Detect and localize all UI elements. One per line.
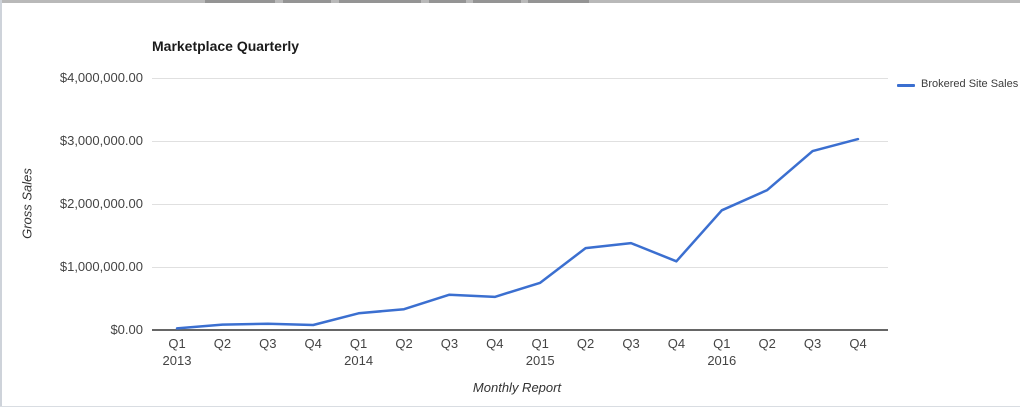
x-tick-label: Q4 bbox=[667, 336, 686, 351]
x-tick-label: Q1 bbox=[349, 336, 368, 351]
x-tick-label: Q3 bbox=[259, 336, 277, 351]
x-tick-label: Q2 bbox=[395, 336, 413, 351]
clipped-text-dash bbox=[473, 0, 521, 3]
y-tick-label: $1,000,000.00 bbox=[59, 259, 143, 274]
clipped-text-dash bbox=[339, 0, 421, 3]
y-gridline bbox=[152, 267, 888, 268]
clipped-text-dash bbox=[283, 0, 331, 3]
x-axis-title: Monthly Report bbox=[472, 380, 562, 395]
legend-line-swatch bbox=[897, 84, 915, 87]
x-year-label: 2014 bbox=[344, 353, 374, 368]
x-axis-baseline bbox=[152, 329, 888, 331]
y-gridline bbox=[152, 204, 888, 205]
x-year-label: 2016 bbox=[707, 353, 737, 368]
y-tick-label: $4,000,000.00 bbox=[59, 70, 143, 85]
x-tick-label: Q3 bbox=[440, 336, 459, 351]
y-tick-label: $2,000,000.00 bbox=[59, 196, 143, 211]
x-year-label: 2015 bbox=[525, 353, 555, 368]
clipped-text-dash bbox=[429, 0, 466, 3]
x-tick-label: Q3 bbox=[803, 336, 822, 351]
x-tick-label: Q1 bbox=[713, 336, 731, 351]
x-tick-label: Q4 bbox=[849, 336, 867, 351]
x-tick-label: Q2 bbox=[213, 336, 232, 351]
chart-title: Marketplace Quarterly bbox=[152, 38, 300, 54]
x-tick-label: Q1 bbox=[168, 336, 186, 351]
x-tick-label: Q3 bbox=[622, 336, 640, 351]
x-tick-label: Q2 bbox=[576, 336, 595, 351]
y-gridline bbox=[152, 78, 888, 79]
x-tick-label: Q2 bbox=[758, 336, 776, 351]
x-year-label: 2013 bbox=[162, 353, 192, 368]
x-tick-label: Q1 bbox=[531, 336, 549, 351]
clipped-text-dash bbox=[528, 0, 589, 3]
page-left-border bbox=[0, 0, 2, 407]
legend-label: Brokered Site Sales bbox=[921, 78, 1019, 90]
chart-plot-area[interactable] bbox=[152, 70, 888, 338]
series-line[interactable] bbox=[175, 137, 860, 330]
x-tick-label: Q4 bbox=[304, 336, 322, 351]
y-tick-label: $0.00 bbox=[110, 322, 143, 337]
clipped-text-dash bbox=[205, 0, 275, 3]
x-tick-label: Q4 bbox=[486, 336, 504, 351]
y-gridline bbox=[152, 141, 888, 142]
y-tick-label: $3,000,000.00 bbox=[59, 133, 143, 148]
y-axis-title: Gross Sales bbox=[19, 168, 35, 239]
